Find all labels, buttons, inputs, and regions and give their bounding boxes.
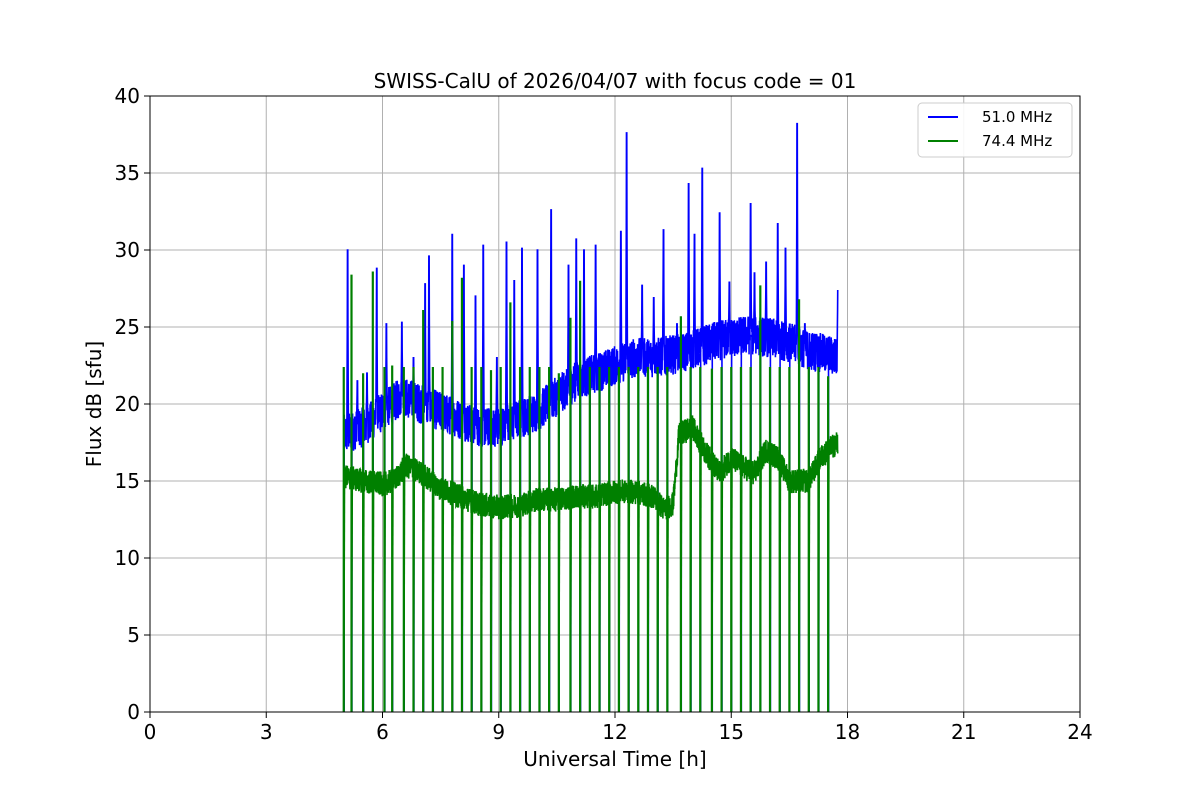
- series-pulse-return-74mhz: [412, 469, 416, 713]
- y-tick-label: 35: [115, 161, 140, 185]
- y-tick-label: 10: [115, 546, 140, 570]
- series-pulse-return-74mhz: [569, 497, 573, 713]
- series-pulse-return-74mhz: [689, 427, 693, 713]
- series-pulse-return-74mhz: [618, 491, 621, 713]
- series-pulse-return-74mhz: [817, 460, 821, 713]
- x-tick-label: 18: [835, 720, 860, 744]
- series-pulse-return-74mhz: [666, 506, 669, 713]
- series-pulse-return-74mhz: [391, 481, 394, 713]
- series-pulse-return-74mhz: [490, 506, 493, 713]
- x-tick-label: 15: [719, 720, 744, 744]
- series-pulse-return-74mhz: [720, 469, 724, 713]
- series-pulse-return-74mhz: [798, 480, 801, 713]
- series-pulse-return-74mhz: [519, 504, 522, 713]
- series-pulse-return-74mhz: [499, 506, 503, 713]
- series-pulse-return-74mhz: [372, 482, 375, 713]
- x-axis-label: Universal Time [h]: [523, 747, 706, 771]
- series-pulse-return-74mhz: [470, 501, 474, 713]
- legend-label-51mhz: 51.0 MHz: [982, 108, 1052, 126]
- series-pulse-return-74mhz: [461, 497, 464, 713]
- series-pulse-return-74mhz: [432, 483, 435, 713]
- series-pulse-return-74mhz: [548, 499, 551, 713]
- series-pulse-return-74mhz: [480, 504, 483, 713]
- chart-title: SWISS-CalU of 2026/04/07 with focus code…: [374, 69, 857, 93]
- y-tick-label: 30: [115, 238, 140, 262]
- series-pulse-return-74mhz: [383, 483, 387, 713]
- y-axis: 0 5 10 15 20 25 30 35 40: [115, 84, 150, 724]
- y-tick-label: 0: [127, 700, 140, 724]
- series-pulse-return-74mhz: [827, 449, 830, 713]
- series-pulse-return-74mhz: [422, 475, 425, 713]
- legend-label-74mhz: 74.4 MHz: [982, 132, 1052, 150]
- series-pulse-return-74mhz: [589, 496, 592, 713]
- series-pulse-return-74mhz: [441, 489, 445, 713]
- plot-area: [342, 122, 839, 713]
- series-pulse-return-74mhz: [403, 467, 406, 713]
- series-pulse-return-74mhz: [342, 476, 346, 713]
- series-pulse-return-74mhz: [598, 495, 602, 713]
- series-pulse-return-74mhz: [627, 491, 631, 713]
- series-pulse-return-74mhz: [778, 463, 782, 713]
- series-pulse-return-74mhz: [528, 501, 532, 713]
- series-pulse-return-74mhz: [769, 453, 772, 713]
- series-pulse-return-74mhz: [637, 492, 640, 713]
- series-pulse-return-74mhz: [538, 499, 542, 713]
- series-pulse-return-74mhz: [451, 493, 454, 713]
- series-pulse-return-74mhz: [579, 496, 582, 713]
- x-tick-label: 12: [602, 720, 627, 744]
- y-tick-label: 40: [115, 84, 140, 108]
- y-tick-label: 20: [115, 392, 140, 416]
- series-pulse-return-74mhz: [647, 495, 650, 713]
- series-pulse-return-74mhz: [656, 502, 660, 713]
- x-tick-label: 21: [951, 720, 976, 744]
- series-pulse-return-74mhz: [699, 444, 702, 713]
- x-tick-label: 3: [260, 720, 273, 744]
- y-tick-label: 25: [115, 315, 140, 339]
- x-tick-label: 9: [492, 720, 505, 744]
- series-pulse-return-74mhz: [362, 481, 365, 713]
- y-tick-label: 5: [127, 623, 140, 647]
- series-pulse-return-74mhz: [730, 458, 733, 713]
- x-tick-label: 6: [376, 720, 389, 744]
- series-pulse-return-74mhz: [788, 480, 791, 713]
- x-tick-label: 0: [144, 720, 157, 744]
- series-pulse-return-74mhz: [680, 433, 683, 713]
- series-pulse-return-74mhz: [807, 479, 811, 713]
- y-axis-label: Flux dB [sfu]: [82, 341, 106, 467]
- legend[interactable]: 51.0 MHz 74.4 MHz: [917, 102, 1073, 158]
- series-pulse-return-74mhz: [759, 460, 762, 713]
- series-pulse-return-74mhz: [740, 466, 743, 713]
- y-tick-label: 15: [115, 469, 140, 493]
- series-pulse-return-74mhz: [608, 492, 611, 713]
- series-pulse-return-74mhz: [711, 462, 714, 713]
- series-pulse-return-74mhz: [558, 499, 561, 713]
- x-axis: 0 3 6 9 12 15 18 21 24: [144, 712, 1093, 744]
- series-pulse-return-74mhz: [749, 471, 753, 713]
- series-pulse-return-74mhz: [509, 506, 512, 713]
- x-tick-label: 24: [1067, 720, 1092, 744]
- series-pulse-return-74mhz: [350, 478, 354, 713]
